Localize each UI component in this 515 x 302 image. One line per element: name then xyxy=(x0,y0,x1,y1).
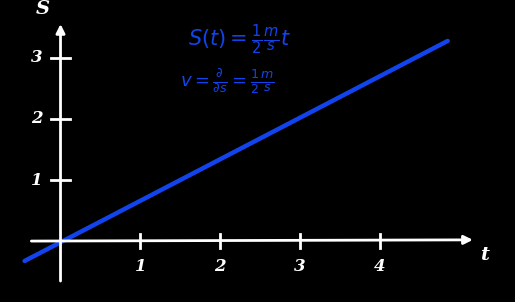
Text: t: t xyxy=(479,246,489,264)
Text: 3: 3 xyxy=(31,50,43,66)
Text: 2: 2 xyxy=(214,258,226,275)
Text: $\mathit{S(t)=\frac{1}{2}\frac{m}{s}t}$: $\mathit{S(t)=\frac{1}{2}\frac{m}{s}t}$ xyxy=(188,22,291,57)
Text: 4: 4 xyxy=(374,258,386,275)
Text: 2: 2 xyxy=(31,111,43,127)
Text: $\mathit{v{=}\frac{\partial}{\partial s}{=}\frac{1}{2}\frac{m}{s}}$: $\mathit{v{=}\frac{\partial}{\partial s}… xyxy=(180,68,275,97)
Text: 1: 1 xyxy=(31,172,43,188)
Text: 1: 1 xyxy=(134,258,146,275)
Text: S: S xyxy=(36,0,50,18)
Text: 3: 3 xyxy=(294,258,306,275)
